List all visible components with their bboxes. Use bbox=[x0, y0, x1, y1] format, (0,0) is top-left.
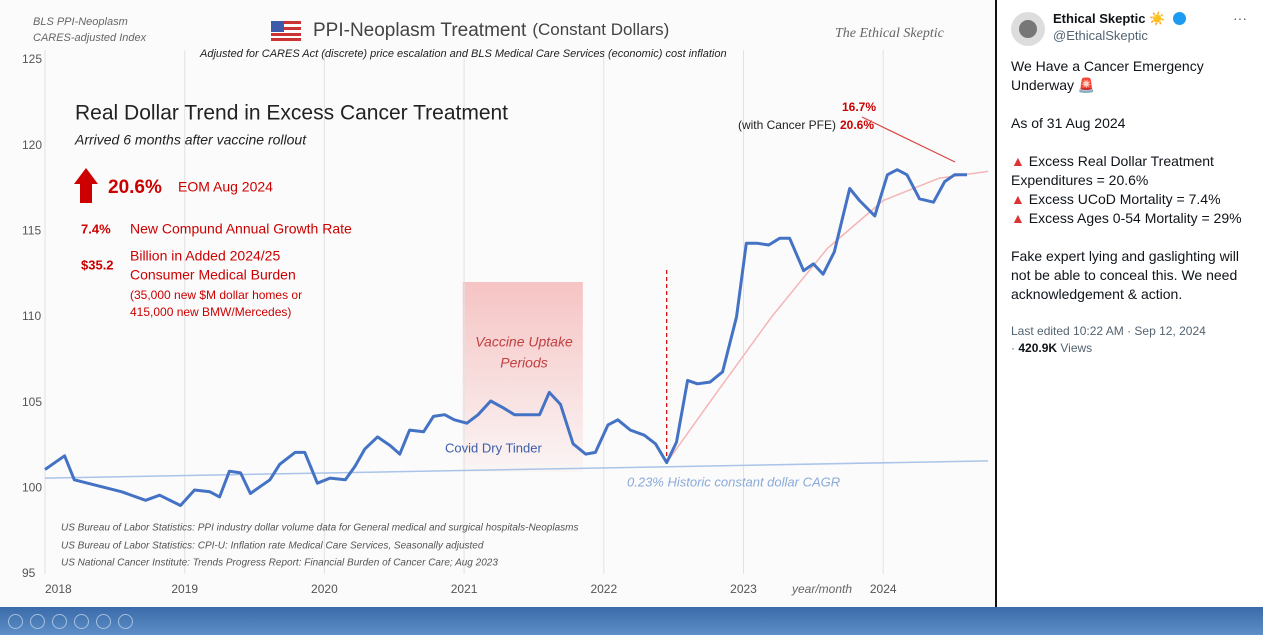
y-tick-label: 125 bbox=[22, 52, 42, 66]
source: US Bureau of Labor Statistics: PPI indus… bbox=[61, 523, 578, 534]
corner-title: BLS PPI-Neoplasm bbox=[33, 16, 128, 28]
stat-label: EOM Aug 2024 bbox=[178, 179, 273, 195]
pen[interactable] bbox=[52, 614, 67, 629]
handle[interactable]: @EthicalSkeptic bbox=[1053, 28, 1148, 43]
tweet-line: ▲ Excess Real Dollar Treatment bbox=[1011, 152, 1214, 171]
author-name[interactable]: Ethical Skeptic ☀️ bbox=[1053, 11, 1165, 27]
tweet-line: As of 31 Aug 2024 bbox=[1011, 114, 1125, 133]
tweet-line: acknowledgement & action. bbox=[1011, 285, 1182, 304]
title: PPI-Neoplasm Treatment bbox=[313, 20, 527, 41]
x-axis-label: year/month bbox=[791, 582, 852, 596]
stat-note: 415,000 new BMW/Mercedes) bbox=[130, 305, 291, 319]
flag-stripe bbox=[271, 33, 301, 36]
copy[interactable] bbox=[74, 614, 89, 629]
tweet-line: not be able to conceal this. We need bbox=[1011, 266, 1237, 285]
x-tick-label: 2022 bbox=[590, 582, 617, 596]
tweet-line: ▲ Excess UCoD Mortality = 7.4% bbox=[1011, 190, 1221, 209]
views-count: 420.9K bbox=[1018, 341, 1057, 355]
x-tick-label: 2020 bbox=[311, 582, 338, 596]
x-tick-label: 2023 bbox=[730, 582, 757, 596]
x-tick-label: 2024 bbox=[870, 582, 897, 596]
corner-title: CARES-adjusted Index bbox=[33, 32, 147, 44]
y-tick-label: 110 bbox=[22, 309, 41, 323]
x-tick-label: 2019 bbox=[171, 582, 198, 596]
subtitle: Adjusted for CARES Act (discrete) price … bbox=[199, 48, 727, 60]
avatar[interactable] bbox=[1011, 12, 1045, 46]
tinder-label: Covid Dry Tinder bbox=[445, 440, 542, 455]
source: US National Cancer Institute: Trends Pro… bbox=[61, 558, 498, 569]
brand: The Ethical Skeptic bbox=[835, 26, 945, 41]
flag-canton bbox=[271, 21, 284, 32]
source: US Bureau of Labor Statistics: CPI-U: In… bbox=[61, 541, 484, 552]
y-tick-label: 120 bbox=[22, 138, 42, 152]
menu[interactable] bbox=[118, 614, 133, 629]
y-tick-label: 100 bbox=[22, 481, 42, 495]
y-tick-label: 105 bbox=[22, 395, 42, 409]
tweet: Ethical Skeptic ☀️ @EthicalSkeptic ··· W… bbox=[997, 0, 1263, 607]
x-tick-label: 2021 bbox=[451, 582, 478, 596]
tweet-line: We Have a Cancer Emergency bbox=[1011, 57, 1204, 76]
headline: Real Dollar Trend in Excess Cancer Treat… bbox=[75, 102, 508, 125]
page: BLS PPI-Neoplasm CARES-adjusted Index PP… bbox=[0, 0, 1263, 635]
y-tick-label: 95 bbox=[22, 566, 36, 580]
flag bbox=[271, 21, 301, 41]
views: · 420.9K Views bbox=[1011, 339, 1092, 358]
verified bbox=[1173, 12, 1186, 25]
tweet-line: Fake expert lying and gaslighting will bbox=[1011, 247, 1239, 266]
vaccine-label: Periods bbox=[500, 355, 547, 371]
stat-note: (35,000 new $M dollar homes or bbox=[130, 288, 302, 302]
vaccine-label: Vaccine Uptake bbox=[475, 334, 573, 350]
cagr-label: 0.23% Historic constant dollar CAGR bbox=[627, 474, 840, 489]
stat-label: Billion in Added 2024/25 bbox=[130, 248, 280, 264]
toolbar bbox=[0, 607, 1263, 635]
tweet-line: Expenditures = 20.6% bbox=[1011, 171, 1148, 190]
views-label: Views bbox=[1060, 341, 1092, 355]
next[interactable] bbox=[30, 614, 45, 629]
tweet-line: Underway 🚨 bbox=[1011, 76, 1095, 95]
y-tick-label: 115 bbox=[22, 224, 41, 238]
stat-value: 20.6% bbox=[108, 177, 162, 198]
pfe-label: (with Cancer PFE) bbox=[738, 118, 836, 132]
stat-value: $35.2 bbox=[81, 257, 114, 272]
more[interactable]: ··· bbox=[1233, 10, 1247, 26]
title: PPI-Neoplasm Treatment (Constant Dollars) bbox=[313, 20, 669, 41]
stat-label: New Compund Annual Growth Rate bbox=[130, 221, 352, 237]
flag-stripe bbox=[271, 38, 301, 41]
chart: BLS PPI-Neoplasm CARES-adjusted Index PP… bbox=[0, 0, 996, 607]
x-tick-label: 2018 bbox=[45, 582, 72, 596]
headline-sub: Arrived 6 months after vaccine rollout bbox=[74, 132, 307, 148]
title-suffix: (Constant Dollars) bbox=[532, 20, 669, 39]
prev[interactable] bbox=[8, 614, 23, 629]
stat-label: Consumer Medical Burden bbox=[130, 267, 296, 283]
stat-value: 7.4% bbox=[81, 221, 111, 236]
zoom[interactable] bbox=[96, 614, 111, 629]
tweet-line: ▲ Excess Ages 0-54 Mortality = 29% bbox=[1011, 209, 1242, 228]
pfe-top: 16.7% bbox=[842, 100, 876, 114]
